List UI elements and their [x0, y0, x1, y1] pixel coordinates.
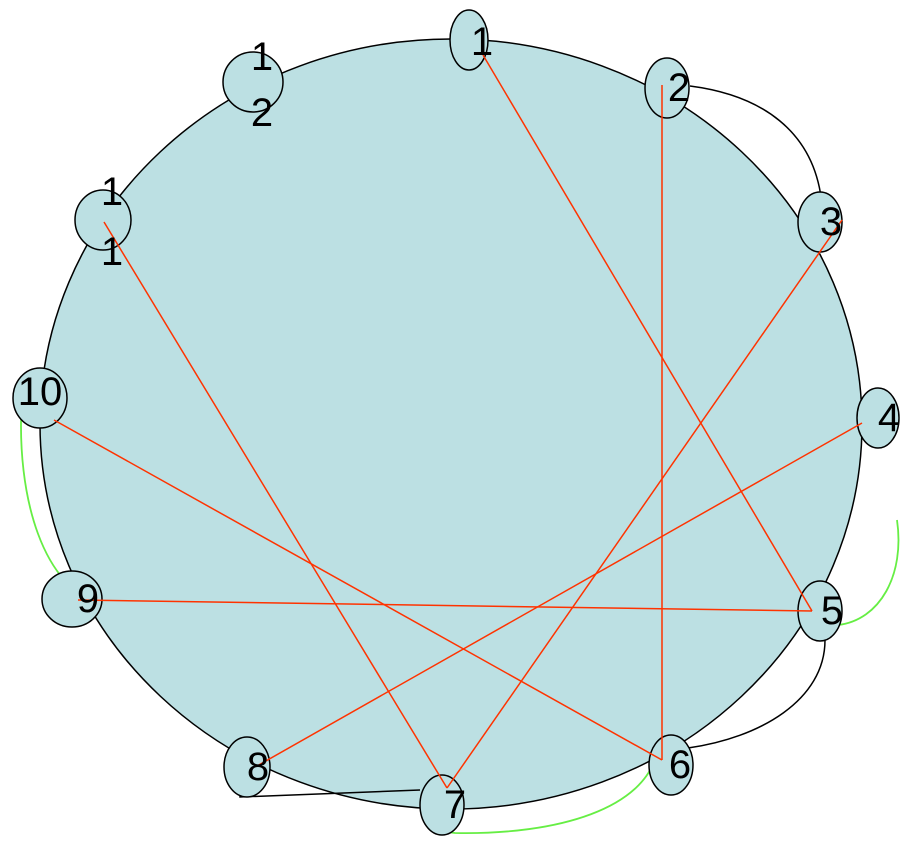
node-6-circle	[648, 734, 694, 796]
node-4-circle	[856, 387, 900, 449]
node-8-circle	[223, 736, 271, 798]
node-8-label: 8	[247, 745, 269, 789]
red-chord-1-5	[482, 54, 813, 612]
black-arc-2-3	[689, 85, 823, 206]
node-6-label: 6	[669, 743, 691, 787]
node-3-label: 3	[820, 200, 842, 244]
node-7-label: 7	[444, 783, 466, 827]
node-5-label: 5	[821, 589, 843, 633]
node-1-label: 1	[471, 20, 493, 64]
node-11-label-line2: 1	[101, 230, 123, 274]
green-arc-4-5	[837, 519, 900, 626]
black-arc-5-6	[687, 639, 826, 749]
node-9-label: 9	[77, 577, 99, 621]
red-chord-4-8	[256, 422, 863, 767]
main-circle	[39, 38, 863, 810]
node-11-circle	[74, 189, 132, 251]
node-10-label: 10	[18, 370, 63, 414]
red-chord-6-10	[53, 419, 663, 761]
node-12-label-line1: 1	[251, 35, 273, 79]
node-11-label-line1: 1	[101, 170, 123, 214]
node-2-label: 2	[668, 66, 690, 110]
node-12-label-line2: 2	[251, 91, 273, 135]
red-chord-3-7	[446, 219, 843, 789]
node-2-circle	[644, 57, 690, 119]
red-chord-7-11	[103, 221, 448, 789]
red-chords	[53, 54, 863, 789]
node-12-circle	[222, 51, 284, 113]
node-4-label: 4	[878, 396, 900, 440]
node-1-circle	[449, 9, 489, 71]
node-10-circle	[12, 367, 68, 429]
node-7-circle	[419, 774, 465, 836]
node-9-circle	[41, 570, 103, 628]
red-chord-5-9	[77, 599, 813, 612]
